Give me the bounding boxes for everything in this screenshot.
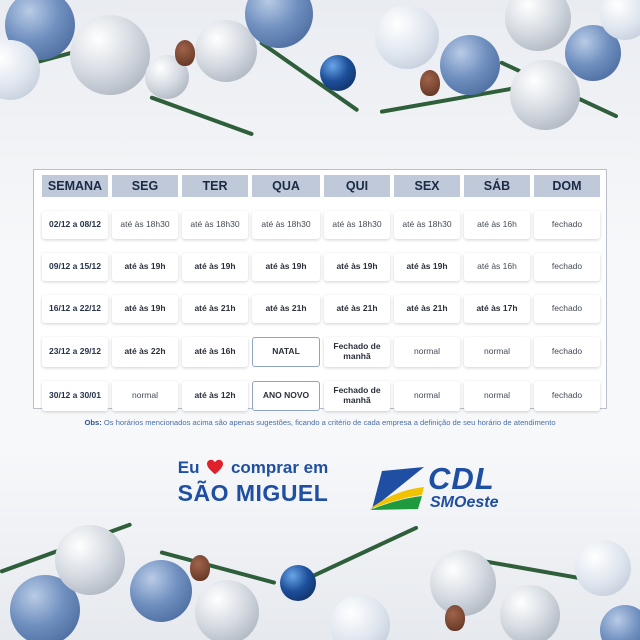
slogan-eu: Eu [177, 458, 200, 477]
holiday-cell-ano-novo: ANO NOVO [252, 381, 320, 411]
hours-cell: normal [112, 381, 178, 411]
slogan-comprar: comprar em [230, 458, 329, 477]
logo-subtitle: SMOeste [430, 494, 499, 511]
hours-cell: até às 19h [182, 253, 248, 281]
schedule-table: SEMANA SEG TER QUA QUI SEX SÁB DOM 02/12… [38, 175, 604, 411]
header-semana: SEMANA [42, 175, 108, 197]
hours-cell: até às 21h [324, 295, 390, 323]
hours-cell: até às 21h [182, 295, 248, 323]
hours-cell: normal [464, 381, 530, 411]
table-row: 09/12 a 15/12 até às 19h até às 19h até … [42, 253, 600, 281]
hours-cell: fechado [534, 211, 600, 239]
header-ter: TER [182, 175, 248, 197]
header-qua: QUA [252, 175, 320, 197]
hours-cell: fechado [534, 295, 600, 323]
hours-cell: Fechado de manhã [324, 337, 390, 367]
hours-cell: até às 21h [252, 295, 320, 323]
hours-cell: até às 18h30 [324, 211, 390, 239]
header-seg: SEG [112, 175, 178, 197]
table-header-row: SEMANA SEG TER QUA QUI SEX SÁB DOM [42, 175, 600, 197]
table-row: 30/12 a 30/01 normal até às 12h ANO NOVO… [42, 381, 600, 411]
hours-cell: até às 18h30 [112, 211, 178, 239]
hours-cell: até às 17h [464, 295, 530, 323]
slogan-line1: Eu comprar em [173, 458, 333, 478]
holiday-cell-natal: NATAL [252, 337, 320, 367]
schedule-panel: SEMANA SEG TER QUA QUI SEX SÁB DOM 02/12… [33, 169, 607, 411]
hours-cell: até às 21h [394, 295, 460, 323]
hours-cell: até às 19h [394, 253, 460, 281]
header-qui: QUI [324, 175, 390, 197]
observation-note: Obs: Os horários mencionados acima são a… [0, 418, 640, 427]
hours-cell: até às 16h [182, 337, 248, 367]
obs-text: Os horários mencionados acima são apenas… [103, 418, 556, 427]
hours-cell: até às 19h [324, 253, 390, 281]
cdl-logo-mark-icon [370, 467, 424, 510]
hours-cell: Fechado de manhã [324, 381, 390, 411]
hours-cell: até às 19h [112, 295, 178, 323]
christmas-ornaments-top [0, 0, 640, 150]
slogan-city: SÃO MIGUEL [177, 480, 329, 506]
hours-cell: normal [464, 337, 530, 367]
slogan: Eu comprar em SÃO MIGUEL [173, 458, 333, 507]
obs-label: Obs: [84, 418, 102, 427]
hours-cell: até às 19h [252, 253, 320, 281]
hours-cell: até às 22h [112, 337, 178, 367]
header-sex: SEX [394, 175, 460, 197]
hours-cell: até às 18h30 [252, 211, 320, 239]
week-cell: 02/12 a 08/12 [42, 211, 108, 239]
table-row: 02/12 a 08/12 até às 18h30 até às 18h30 … [42, 211, 600, 239]
hours-cell: até às 18h30 [394, 211, 460, 239]
week-cell: 30/12 a 30/01 [42, 381, 108, 411]
table-row: 23/12 a 29/12 até às 22h até às 16h NATA… [42, 337, 600, 367]
christmas-ornaments-bottom [0, 510, 640, 640]
table-row: 16/12 a 22/12 até às 19h até às 21h até … [42, 295, 600, 323]
hours-cell: até às 19h [112, 253, 178, 281]
hours-cell: até às 16h [464, 211, 530, 239]
hours-cell: até às 12h [182, 381, 248, 411]
header-dom: DOM [534, 175, 600, 197]
hours-cell: normal [394, 337, 460, 367]
header-sab: SÁB [464, 175, 530, 197]
week-cell: 23/12 a 29/12 [42, 337, 108, 367]
cdl-logo: CDL SMOeste [368, 461, 518, 515]
hours-cell: fechado [534, 381, 600, 411]
hours-cell: até às 18h30 [182, 211, 248, 239]
hours-cell: até às 16h [464, 253, 530, 281]
hours-cell: fechado [534, 253, 600, 281]
hours-cell: fechado [534, 337, 600, 367]
week-cell: 09/12 a 15/12 [42, 253, 108, 281]
hours-cell: normal [394, 381, 460, 411]
week-cell: 16/12 a 22/12 [42, 295, 108, 323]
heart-icon [207, 459, 224, 475]
logo-name: CDL [428, 461, 495, 496]
